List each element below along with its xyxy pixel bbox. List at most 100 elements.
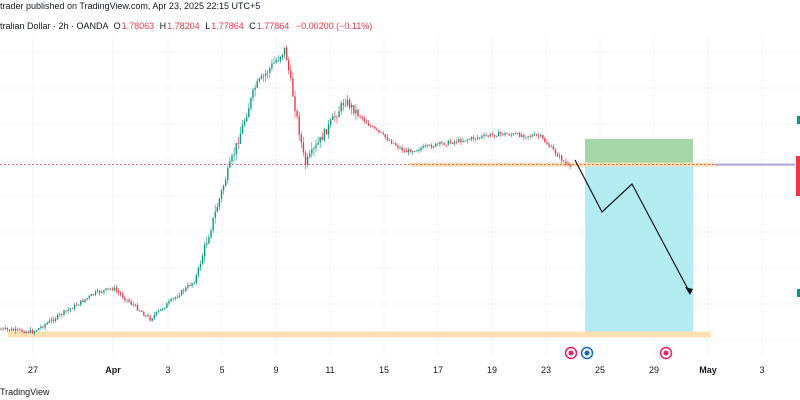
candle-181 — [380, 131, 382, 134]
price-scale-marker — [796, 156, 800, 196]
candle-137 — [288, 56, 290, 75]
candle-75 — [157, 309, 160, 314]
candle-154 — [323, 127, 326, 143]
candle-90 — [189, 282, 191, 287]
candle-101 — [212, 217, 214, 234]
candle-32 — [67, 306, 69, 313]
candle-241 — [506, 132, 508, 135]
candle-169 — [355, 103, 357, 121]
candle-263 — [552, 144, 554, 150]
symbol-legend[interactable]: tralian Dollar · 2h · OANDA O1.78063 H1.… — [0, 20, 800, 32]
candle-141 — [296, 108, 298, 120]
candle-8 — [17, 327, 19, 333]
candle-98 — [206, 236, 208, 249]
candle-270 — [567, 161, 569, 166]
candle-61 — [128, 297, 130, 304]
candle-94 — [197, 266, 200, 279]
candle-12 — [25, 330, 27, 334]
candle-4 — [8, 329, 11, 333]
candle-57 — [120, 291, 122, 297]
candle-224 — [470, 136, 473, 142]
candle-188 — [395, 141, 397, 147]
candle-155 — [325, 128, 328, 135]
candle-240 — [504, 131, 506, 137]
candle-157 — [330, 118, 332, 128]
candle-235 — [493, 134, 496, 140]
candle-144 — [302, 136, 305, 157]
price-scale-marker-up — [797, 116, 800, 124]
candle-215 — [451, 142, 454, 145]
ohlc-close-value: 1.77864 — [256, 21, 290, 31]
candle-160 — [336, 114, 338, 124]
candle-139 — [292, 72, 294, 98]
candle-266 — [558, 152, 561, 160]
candle-28 — [59, 312, 61, 317]
candle-258 — [542, 134, 544, 140]
candle-108 — [227, 164, 229, 184]
candle-129 — [271, 59, 273, 72]
x-tick-label-4: 9 — [273, 365, 278, 375]
candle-196 — [411, 150, 414, 155]
candle-222 — [466, 138, 468, 144]
candle-185 — [388, 138, 391, 141]
candle-121 — [254, 83, 256, 97]
candle-102 — [214, 204, 216, 224]
candle-243 — [510, 132, 512, 138]
upper-zone-band — [410, 162, 715, 167]
x-tick-label-9: 23 — [541, 365, 551, 375]
x-tick-label-3: 5 — [219, 365, 224, 375]
candle-242 — [508, 132, 510, 137]
candle-5 — [10, 326, 13, 332]
candle-208 — [437, 142, 439, 147]
candle-125 — [262, 73, 265, 82]
chart-zones — [0, 116, 800, 338]
candle-156 — [327, 120, 330, 139]
candle-198 — [416, 149, 418, 152]
candle-73 — [153, 312, 155, 321]
event-icon-1[interactable] — [564, 346, 578, 360]
candle-152 — [319, 136, 321, 149]
candle-203 — [426, 144, 428, 148]
candle-52 — [109, 287, 111, 291]
candle-71 — [149, 314, 151, 322]
candle-174 — [365, 119, 368, 124]
candle-126 — [264, 69, 267, 83]
candle-113 — [237, 136, 239, 150]
candle-41 — [86, 297, 88, 301]
candle-138 — [290, 64, 292, 82]
candle-115 — [241, 120, 244, 135]
projection-line — [574, 159, 691, 294]
candle-116 — [243, 118, 246, 127]
candle-234 — [491, 131, 494, 138]
candle-183 — [384, 133, 386, 140]
candle-60 — [126, 299, 128, 304]
candle-131 — [275, 57, 277, 65]
candle-164 — [344, 98, 347, 108]
candle-45 — [94, 290, 97, 297]
candle-204 — [428, 143, 431, 147]
candle-21 — [44, 322, 46, 331]
candle-53 — [111, 286, 113, 292]
candle-42 — [88, 294, 90, 301]
candle-72 — [151, 317, 153, 322]
candle-86 — [180, 289, 183, 296]
candle-253 — [531, 133, 533, 138]
candle-118 — [248, 103, 250, 118]
candle-229 — [481, 133, 483, 140]
candle-249 — [523, 133, 525, 141]
projection-arrowhead — [685, 287, 693, 295]
event-icon-3[interactable] — [659, 346, 673, 360]
candle-67 — [141, 310, 143, 313]
candle-10 — [21, 328, 23, 333]
candle-233 — [489, 132, 491, 138]
event-icon-2[interactable] — [580, 346, 594, 360]
event-markers — [564, 346, 673, 360]
candle-177 — [372, 125, 374, 128]
candle-218 — [458, 136, 460, 144]
candle-162 — [340, 100, 342, 115]
candle-269 — [565, 158, 567, 166]
candle-244 — [512, 132, 515, 136]
candle-142 — [298, 111, 300, 141]
candle-51 — [107, 288, 109, 291]
